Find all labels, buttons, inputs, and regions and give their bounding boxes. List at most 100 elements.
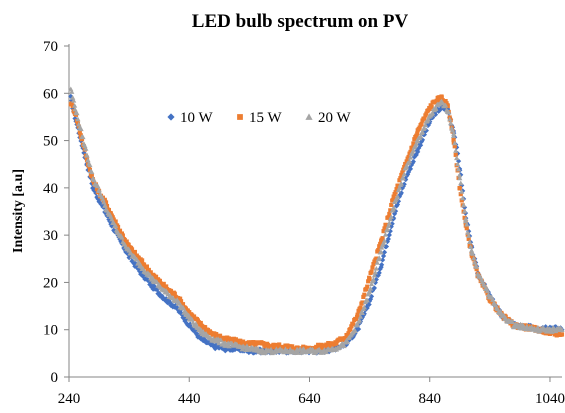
- data-point: [549, 329, 555, 334]
- data-point: [377, 244, 382, 249]
- data-point: [154, 279, 160, 285]
- data-point: [132, 249, 137, 255]
- data-point: [446, 109, 452, 115]
- data-point: [382, 226, 387, 231]
- data-point: [146, 267, 151, 272]
- data-point: [452, 140, 458, 146]
- data-point: [410, 147, 416, 153]
- data-point: [357, 314, 364, 319]
- data-point: [355, 314, 360, 319]
- data-point: [459, 189, 465, 194]
- data-point: [373, 265, 379, 271]
- data-point: [109, 216, 115, 222]
- data-point: [393, 190, 398, 195]
- data-point: [443, 102, 449, 108]
- data-point: [407, 154, 414, 160]
- y-tick-label: 30: [43, 228, 58, 244]
- data-point: [415, 149, 421, 155]
- data-point: [379, 244, 385, 250]
- data-point: [389, 221, 395, 227]
- data-point: [96, 187, 102, 192]
- data-point: [399, 172, 404, 178]
- data-point: [117, 228, 123, 233]
- data-point: [89, 173, 94, 178]
- data-point: [397, 191, 403, 198]
- data-point: [72, 115, 78, 122]
- data-point: [445, 104, 450, 109]
- data-point: [341, 343, 347, 349]
- data-point: [463, 216, 469, 221]
- data-point: [381, 229, 386, 234]
- data-point: [398, 176, 403, 181]
- data-point: [371, 285, 378, 291]
- data-point: [358, 305, 363, 310]
- data-point: [385, 223, 391, 228]
- data-point: [255, 345, 261, 351]
- data-point: [417, 142, 424, 148]
- data-point: [70, 103, 75, 109]
- x-tick-label: 640: [298, 391, 321, 407]
- data-point: [464, 226, 469, 231]
- data-point: [384, 239, 391, 245]
- data-point: [71, 97, 77, 103]
- data-point: [360, 300, 365, 305]
- data-point: [356, 317, 363, 323]
- data-point: [388, 208, 393, 213]
- data-point: [153, 274, 159, 279]
- data-point: [465, 230, 471, 235]
- data-point: [402, 164, 407, 170]
- data-point: [78, 126, 84, 132]
- data-point: [76, 121, 82, 127]
- data-point: [366, 279, 371, 284]
- data-point: [367, 298, 373, 304]
- data-point: [366, 301, 372, 308]
- data-point: [378, 249, 384, 255]
- data-point: [455, 161, 461, 167]
- data-point: [448, 120, 454, 126]
- data-point: [432, 111, 439, 118]
- data-point: [509, 319, 516, 325]
- data-point: [232, 347, 238, 353]
- data-point: [411, 154, 417, 160]
- data-point: [157, 278, 162, 283]
- data-point: [351, 322, 356, 327]
- data-point: [106, 207, 112, 213]
- data-point: [70, 95, 76, 100]
- data-point: [216, 340, 222, 346]
- data-point: [398, 190, 404, 196]
- data-point: [348, 326, 353, 332]
- data-point: [72, 106, 78, 112]
- data-point: [193, 321, 199, 326]
- y-tick-label: 70: [43, 39, 58, 55]
- y-tick-label: 60: [43, 86, 58, 102]
- data-point: [352, 328, 358, 333]
- data-point: [211, 344, 217, 350]
- data-point: [83, 146, 89, 151]
- data-point: [391, 205, 397, 210]
- data-point: [378, 241, 383, 246]
- data-point: [369, 269, 374, 274]
- data-point: [433, 106, 439, 112]
- data-point: [376, 255, 382, 260]
- data-point: [417, 133, 424, 139]
- chart-title: LED bulb spectrum on PV: [192, 11, 409, 32]
- data-point: [147, 272, 153, 277]
- data-point: [425, 122, 431, 128]
- data-point: [103, 200, 109, 205]
- data-point: [277, 342, 282, 347]
- data-point: [474, 267, 479, 272]
- data-point: [376, 247, 381, 253]
- data-point: [559, 327, 565, 332]
- data-point: [379, 262, 385, 268]
- data-point: [452, 144, 457, 149]
- data-point: [124, 239, 129, 244]
- data-point: [95, 183, 101, 189]
- data-point: [395, 198, 402, 204]
- data-point: [458, 192, 463, 197]
- data-point: [104, 203, 110, 209]
- data-point: [379, 257, 386, 263]
- data-point: [404, 159, 409, 164]
- data-point: [419, 121, 424, 126]
- data-point: [467, 239, 473, 245]
- y-axis-label: Intensity [a.u]: [11, 169, 26, 253]
